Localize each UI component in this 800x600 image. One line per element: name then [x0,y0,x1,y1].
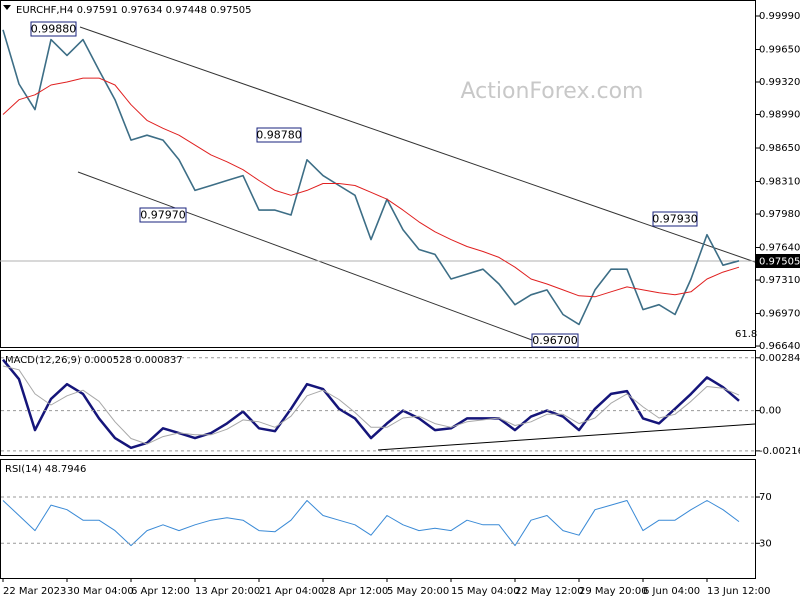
x-tick-label: 28 Apr 12:00 [323,586,388,597]
macd-panel [0,350,756,456]
y-tick-label: 70 [759,492,772,503]
y-tick-label: 0.99320 [759,77,800,88]
x-tick-label: 5 May 20:00 [387,586,449,597]
annotation-box [139,207,187,223]
y-tick-label: 0.002845 [759,353,800,364]
y-tick-label: 0.99650 [759,44,800,55]
channel-upper [79,26,756,263]
x-tick-label: 22 Mar 2023 [3,586,66,597]
macd-trendline [377,423,756,451]
y-tick-label: 0.99990 [759,11,800,22]
y-tick-label: 0.96640 [759,341,800,352]
x-tick-label: 15 May 04:00 [451,586,520,597]
annotation-box [652,211,698,227]
watermark: ActionForex.com [461,79,644,104]
annotation-box [531,333,579,348]
y-tick-label: 0.97640 [759,243,800,254]
x-tick-label: 13 Apr 20:00 [195,586,260,597]
x-tick-label: 21 Apr 04:00 [259,586,324,597]
x-tick-label: 6 Apr 12:00 [131,586,190,597]
series-line [2,365,740,445]
y-tick-label: 0.96970 [759,309,800,320]
annotation: 0.97970 [140,209,186,222]
menu-triangle [3,5,11,10]
annotations: 0.99880 0.98780 0.97970 0.96700 0.97930 … [30,21,757,348]
y-tick-label: 0.98650 [759,143,800,154]
y-tick-label: 0.98310 [759,177,800,188]
y-tick-label: 0.00 [759,406,781,417]
rsi-panel [0,459,756,579]
y-tick-label: -0.002168 [759,446,800,457]
x-tick-label: 30 Mar 04:00 [67,586,134,597]
annotation: 0.98780 [256,129,302,142]
y-tick-label: 0.97310 [759,275,800,286]
x-tick-label: 13 Jun 12:00 [707,586,771,597]
last-price-label: 0.97505 [759,257,800,268]
channel-lower [77,171,533,341]
x-tick-label: 6 Jun 04:00 [643,586,700,597]
macd-title: MACD(12,26,9) 0.000528 0.000837 [5,355,183,366]
y-tick-label: 0.97980 [759,209,800,220]
series-line [2,77,740,298]
x-tick-label: 29 May 20:00 [579,586,648,597]
annotation-box [30,21,77,37]
annotation: 0.96700 [532,334,578,347]
annotation: 0.97930 [652,213,698,226]
series-line [2,500,740,547]
last-price-box [756,254,800,268]
annotation-box [256,127,302,143]
x-tick-label: 22 May 12:00 [515,586,584,597]
annotation: 0.99880 [31,23,77,36]
fib-label: 61.8 [735,329,757,340]
price-title: EURCHF,H4 0.97591 0.97634 0.97448 0.9750… [16,5,252,16]
y-tick-label: 0.98990 [759,110,800,121]
series-line [2,358,740,450]
y-tick-label: 30 [759,538,772,549]
series-line [2,29,740,326]
price-panel [0,0,756,348]
rsi-title: RSI(14) 48.7946 [5,464,86,475]
series-layer [2,29,740,547]
